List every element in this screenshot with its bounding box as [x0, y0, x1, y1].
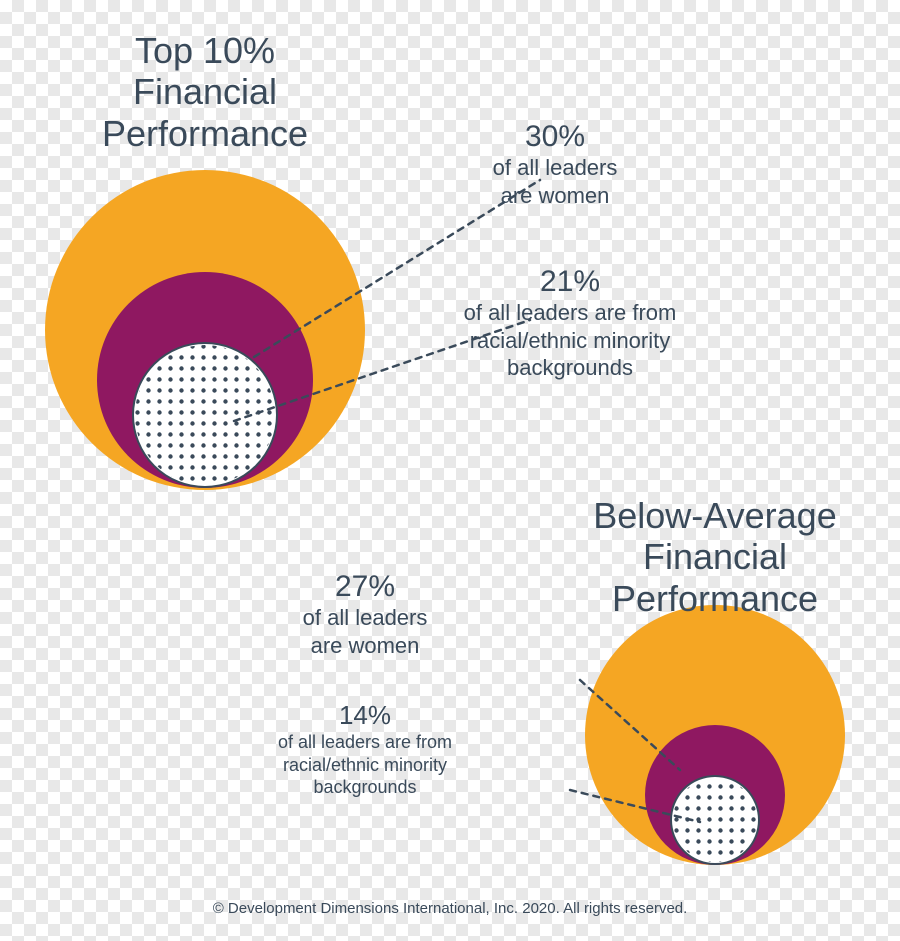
top-stat-minority-desc: of all leaders are fromracial/ethnic min…	[420, 299, 720, 382]
bottom-stat-women-desc: of all leadersare women	[235, 604, 495, 659]
bottom-stat-women-pct: 27%	[235, 570, 495, 604]
top-group-title: Top 10%FinancialPerformance	[55, 30, 355, 154]
bottom-stat-minority-desc: of all leaders are fromracial/ethnic min…	[215, 731, 515, 799]
top-stat-women-desc: of all leadersare women	[425, 154, 685, 209]
bottom-stat-women: 27% of all leadersare women	[235, 570, 495, 659]
bottom-stat-minority-pct: 14%	[215, 700, 515, 731]
bottom-group-title: Below-AverageFinancialPerformance	[565, 495, 865, 619]
copyright-text: © Development Dimensions International, …	[0, 900, 900, 917]
top-stat-women-pct: 30%	[425, 120, 685, 154]
inner-circle-dots	[135, 345, 275, 485]
inner-circle-dots	[673, 778, 757, 862]
bottom-stat-minority: 14% of all leaders are fromracial/ethnic…	[215, 700, 515, 799]
top-stat-minority-pct: 21%	[420, 265, 720, 299]
top-stat-minority: 21% of all leaders are fromracial/ethnic…	[420, 265, 720, 382]
top-stat-women: 30% of all leadersare women	[425, 120, 685, 209]
